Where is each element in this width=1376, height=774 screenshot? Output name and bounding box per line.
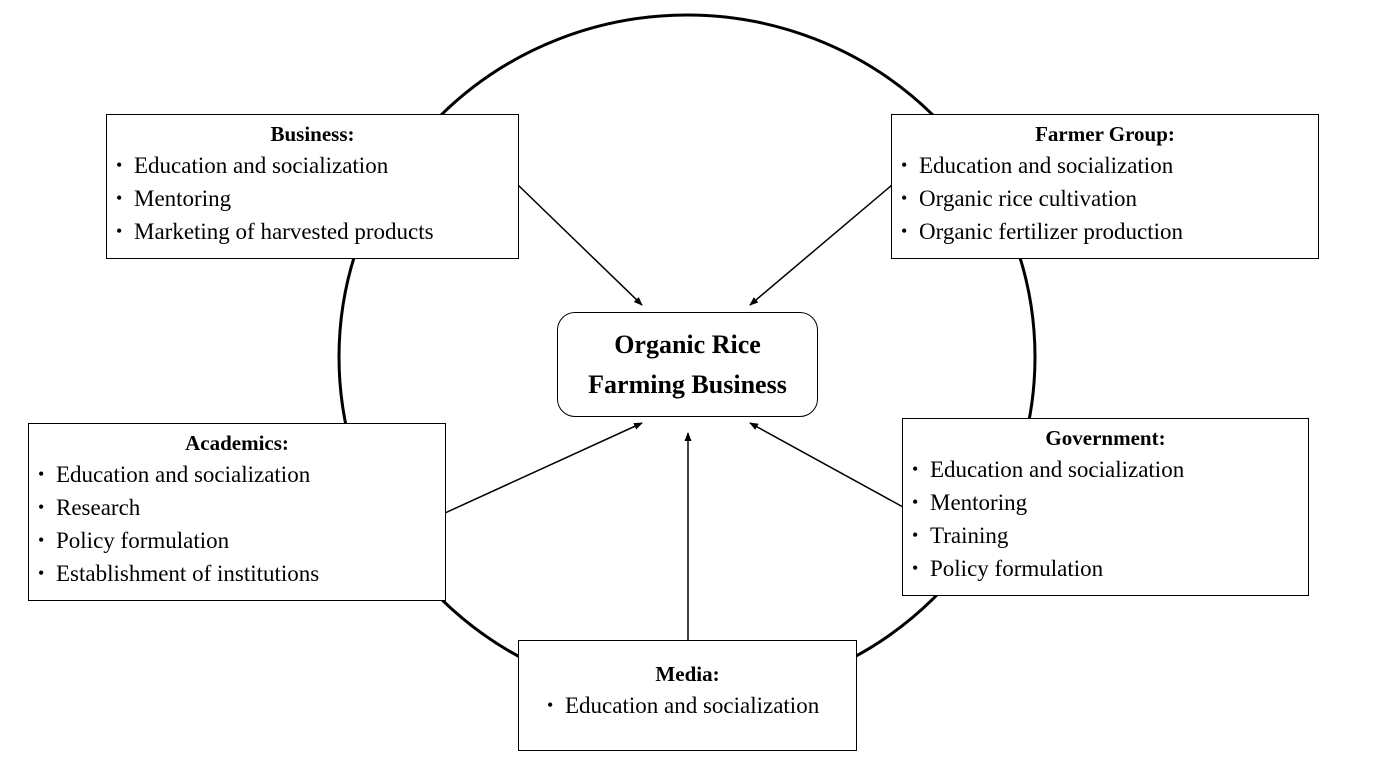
role-item: Training [912, 519, 1308, 552]
stakeholder-role-list: Education and socialization Organic rice… [892, 149, 1318, 248]
stakeholder-role-list: Education and socialization Mentoring Ma… [107, 149, 518, 248]
arrow-farmer-group [749, 184, 893, 306]
role-item: Policy formulation [38, 524, 445, 557]
role-item: Policy formulation [912, 552, 1308, 585]
role-item: Education and socialization [547, 689, 856, 722]
center-node-organic-rice-farming: Organic Rice Farming Business [557, 312, 818, 417]
role-item: Marketing of harvested products [116, 215, 518, 248]
center-title-line-2: Farming Business [588, 369, 787, 399]
stakeholder-title: Academics: [185, 431, 289, 455]
stakeholder-box-business: Business: Education and socialization Me… [106, 114, 519, 259]
stakeholder-title: Farmer Group: [1035, 122, 1175, 146]
role-item: Education and socialization [116, 149, 518, 182]
role-item: Education and socialization [912, 453, 1308, 486]
role-item: Mentoring [116, 182, 518, 215]
role-item: Education and socialization [38, 458, 445, 491]
role-item: Education and socialization [901, 149, 1318, 182]
role-item: Organic fertilizer production [901, 215, 1318, 248]
arrow-business [517, 184, 643, 306]
stakeholder-title: Government: [1045, 426, 1166, 450]
stakeholder-title: Business: [270, 122, 355, 146]
stakeholder-box-media: Media: Education and socialization [518, 640, 857, 751]
center-title-line-1: Organic Rice [614, 329, 761, 359]
stakeholder-box-academics: Academics: Education and socialization R… [28, 423, 446, 601]
stakeholder-role-list: Education and socialization Research Pol… [29, 458, 445, 590]
role-item: Research [38, 491, 445, 524]
stakeholder-role-list: Education and socialization [519, 689, 856, 722]
role-item: Mentoring [912, 486, 1308, 519]
stakeholder-box-farmer-group: Farmer Group: Education and socializatio… [891, 114, 1319, 259]
stakeholder-title: Media: [655, 662, 720, 686]
arrow-academics [444, 422, 643, 514]
stakeholder-box-government: Government: Education and socialization … [902, 418, 1309, 596]
arrow-government [749, 422, 904, 508]
role-item: Organic rice cultivation [901, 182, 1318, 215]
stakeholder-role-list: Education and socialization Mentoring Tr… [903, 453, 1308, 585]
role-item: Establishment of institutions [38, 557, 445, 590]
